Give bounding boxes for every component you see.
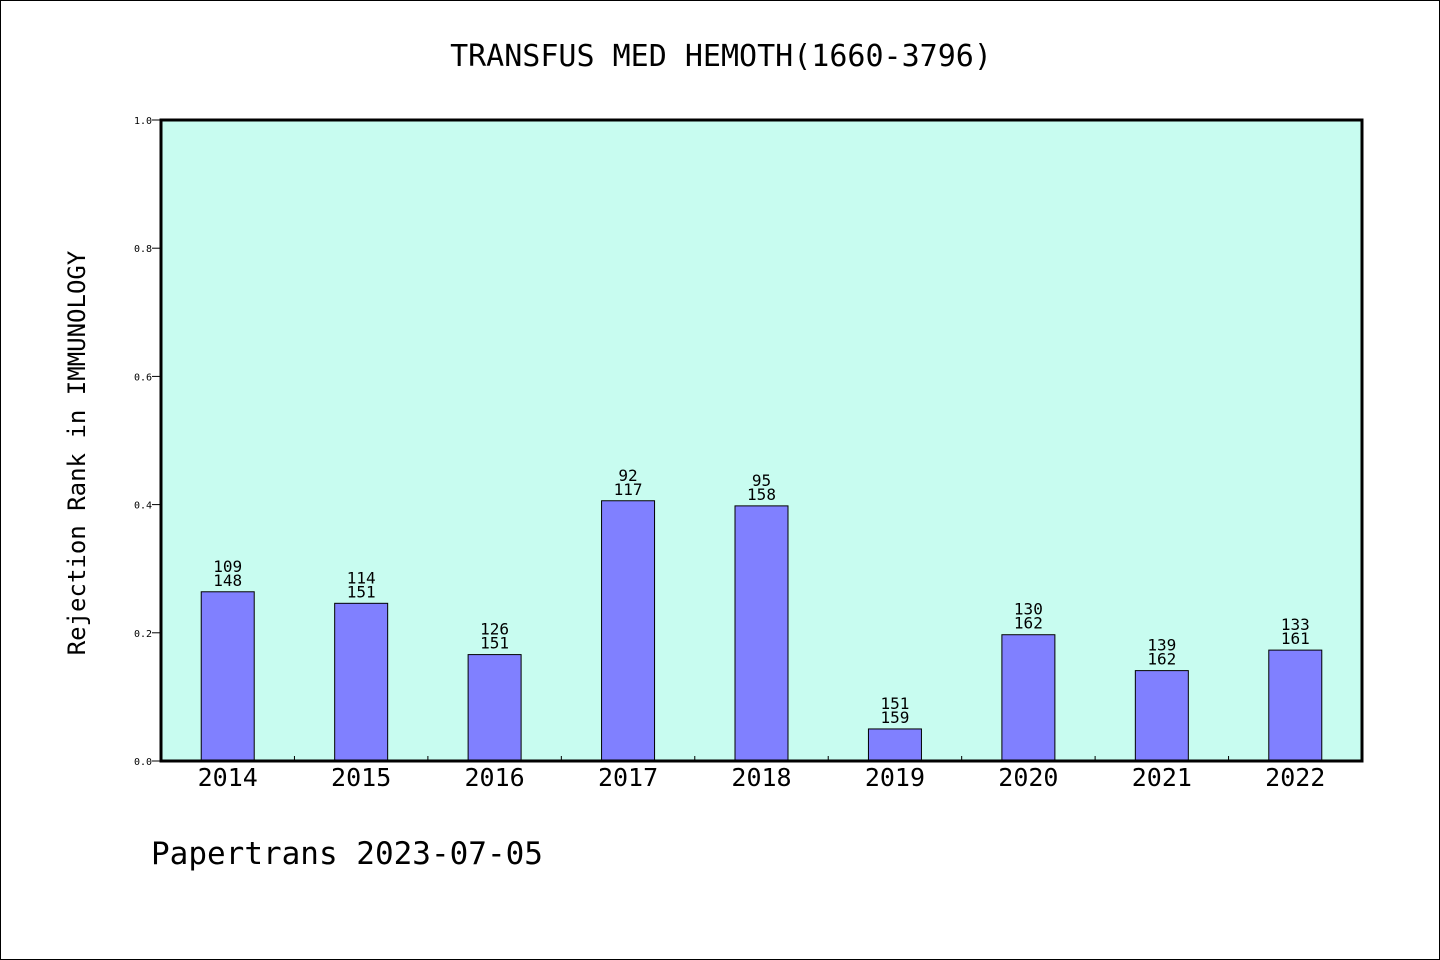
y-tick-label: 0.8 [134, 244, 152, 255]
bar-label-bottom-2018: 158 [747, 485, 776, 504]
bar-label-top-2020: 130 [1014, 600, 1043, 619]
bar-label-bottom-2021: 162 [1147, 650, 1176, 669]
x-tick-label-2017: 2017 [598, 763, 658, 792]
y-tick-label: 0.6 [134, 372, 152, 383]
y-tick-label: 1.0 [134, 116, 152, 127]
x-tick-label-2019: 2019 [865, 763, 925, 792]
x-tick-label-2018: 2018 [731, 763, 791, 792]
bar-label-bottom-2019: 159 [880, 708, 909, 727]
x-tick-label-2015: 2015 [331, 763, 391, 792]
plot-frame [159, 118, 1364, 763]
x-tick-label-2016: 2016 [465, 763, 525, 792]
footer-note: Papertrans 2023-07-05 [151, 836, 543, 872]
y-tick-label: 0.2 [134, 629, 152, 640]
bar-2022 [1268, 649, 1323, 762]
bar-label-top-2018: 95 [752, 471, 771, 490]
bar-label-top-2022: 133 [1281, 615, 1310, 634]
bar-label-top-2015: 114 [347, 568, 376, 587]
x-tick-label-2021: 2021 [1132, 763, 1192, 792]
bar-2019 [867, 728, 922, 762]
bar-label-bottom-2014: 148 [213, 571, 242, 590]
x-tick-label-2014: 2014 [198, 763, 258, 792]
x-tick-label-2020: 2020 [998, 763, 1058, 792]
bar-2020 [1001, 634, 1056, 762]
bar-label-top-2019: 151 [880, 694, 909, 713]
bar-2015 [334, 602, 389, 762]
y-tick-label: 0.0 [134, 757, 152, 768]
bar-2021 [1134, 670, 1189, 762]
bar-label-bottom-2020: 162 [1014, 614, 1043, 633]
x-tick-label-2022: 2022 [1265, 763, 1325, 792]
bar-label-bottom-2022: 161 [1281, 629, 1310, 648]
bar-2014 [200, 591, 255, 762]
chart-title: TRANSFUS MED HEMOTH(1660-3796) [450, 39, 992, 74]
bar-label-bottom-2017: 117 [614, 480, 643, 499]
bar-2017 [601, 500, 656, 762]
bar-2018 [734, 505, 789, 762]
bar-2016 [467, 654, 522, 762]
bar-label-bottom-2015: 151 [347, 582, 376, 601]
bar-label-top-2016: 126 [480, 620, 509, 639]
y-tick-label: 0.4 [134, 501, 152, 512]
bar-label-top-2014: 109 [213, 557, 242, 576]
bar-label-bottom-2016: 151 [480, 634, 509, 653]
bar-label-top-2021: 139 [1147, 636, 1176, 655]
bar-label-top-2017: 92 [618, 466, 637, 485]
